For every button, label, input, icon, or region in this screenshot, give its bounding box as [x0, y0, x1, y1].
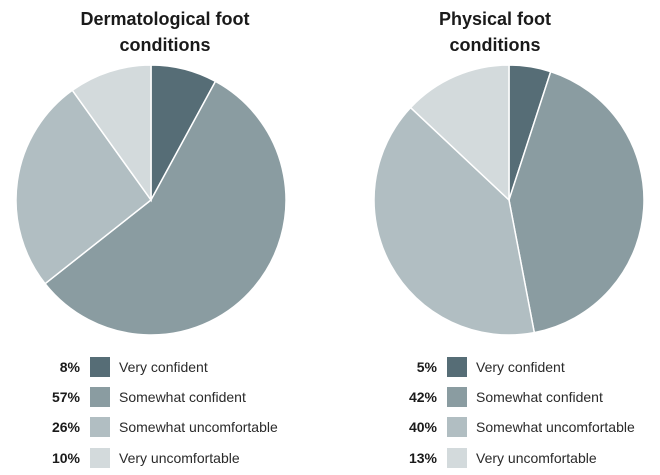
chart-title: Physical foot conditions	[330, 6, 660, 58]
legend-label: Very uncomfortable	[119, 450, 240, 466]
chart-panel-dermatological: Dermatological foot conditions 8% Very co…	[0, 6, 330, 470]
legend-percent: 26%	[51, 419, 80, 435]
legend-item: 8% Very confident	[0, 355, 330, 379]
legend-item: 42% Somewhat confident	[330, 385, 660, 409]
legend-percent: 8%	[59, 359, 80, 375]
pie-slice-somewhat-uncomfortable	[373, 106, 536, 336]
legend-percent: 13%	[408, 450, 437, 466]
chart-title-line-1: Physical foot	[438, 9, 552, 29]
chart-title-line-2: conditions	[119, 35, 211, 55]
legend-label: Somewhat confident	[476, 389, 603, 405]
legend-swatch	[90, 357, 110, 377]
pie-slice-somewhat-confident	[508, 70, 645, 334]
pie-slice-somewhat-uncomfortable	[15, 89, 153, 285]
legend-item: 10% Very uncomfortable	[0, 446, 330, 470]
legend-label: Somewhat uncomfortable	[119, 419, 278, 435]
pie-slice-somewhat-confident	[44, 80, 287, 336]
legend-percent: 10%	[51, 450, 80, 466]
legend-item: 40% Somewhat uncomfortable	[330, 415, 660, 439]
legend-swatch	[447, 387, 467, 407]
legend-item: 13% Very uncomfortable	[330, 446, 660, 470]
chart-title: Dermatological foot conditions	[0, 6, 330, 58]
pie-slice-very-uncomfortable	[71, 64, 152, 203]
legend-label: Very confident	[476, 359, 565, 375]
legend-item: 26% Somewhat uncomfortable	[0, 415, 330, 439]
legend-swatch	[90, 387, 110, 407]
legend-item: 5% Very confident	[330, 355, 660, 379]
legend-percent: 57%	[51, 389, 80, 405]
legend-label: Somewhat confident	[119, 389, 246, 405]
chart-title-line-1: Dermatological foot	[80, 9, 250, 29]
legend-percent: 5%	[416, 359, 437, 375]
legend-label: Somewhat uncomfortable	[476, 419, 635, 435]
legend-percent: 42%	[408, 389, 437, 405]
pie-chart	[15, 64, 287, 336]
pie-chart	[373, 64, 645, 336]
legend-label: Very confident	[119, 359, 208, 375]
legend-swatch	[90, 448, 110, 468]
legend-swatch	[447, 357, 467, 377]
legend-label: Very uncomfortable	[476, 450, 597, 466]
chart-panel-physical: Physical foot conditions 5% Very confiden…	[330, 0, 660, 475]
legend-swatch	[447, 448, 467, 468]
legend-swatch	[90, 417, 110, 437]
legend-percent: 40%	[408, 419, 437, 435]
chart-title-line-2: conditions	[449, 35, 541, 55]
legend-swatch	[447, 417, 467, 437]
legend-item: 57% Somewhat confident	[0, 385, 330, 409]
pie-slice-very-uncomfortable	[409, 64, 510, 202]
